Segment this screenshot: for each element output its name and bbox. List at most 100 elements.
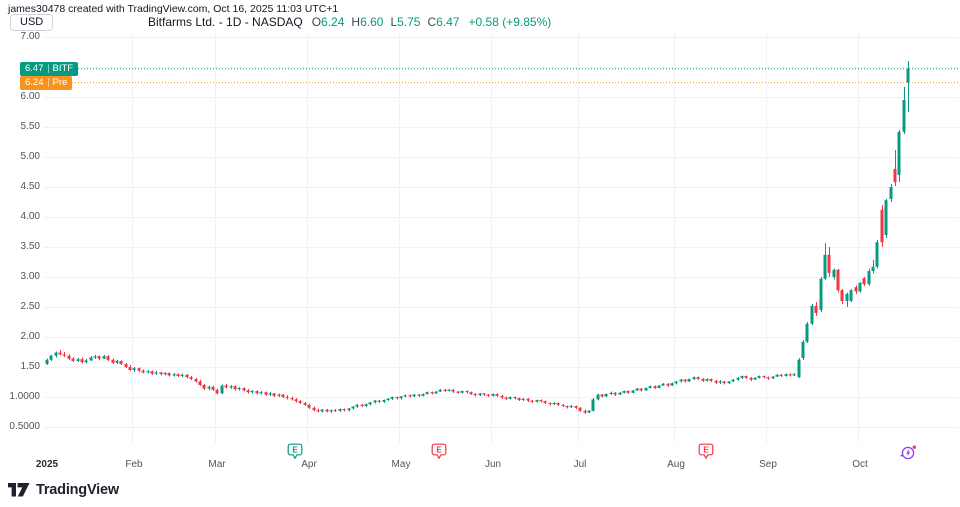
highlight-icon[interactable] — [899, 443, 917, 461]
candle-body[interactable] — [224, 385, 228, 388]
candle-body[interactable] — [583, 410, 587, 413]
candle-body[interactable] — [154, 372, 158, 374]
candle-body[interactable] — [351, 406, 355, 409]
candle-body[interactable] — [281, 394, 285, 397]
candle-body[interactable] — [307, 404, 311, 408]
candle-body[interactable] — [430, 392, 434, 394]
candle-body[interactable] — [653, 386, 657, 388]
candle-body[interactable] — [578, 407, 582, 411]
last-price-label[interactable]: 6.47 BITF — [20, 61, 79, 76]
candle-body[interactable] — [775, 374, 779, 377]
candle-body[interactable] — [194, 379, 198, 382]
candle-body[interactable] — [740, 376, 744, 378]
time-axis[interactable]: 2025 Feb Mar Apr May Jun Jul Aug Sep Oct — [0, 459, 960, 473]
candle-body[interactable] — [626, 391, 630, 393]
candle-body[interactable] — [189, 377, 193, 379]
candle-body[interactable] — [526, 398, 530, 401]
candle-body[interactable] — [779, 374, 783, 376]
candle-body[interactable] — [814, 305, 818, 313]
candle-body[interactable] — [714, 380, 718, 383]
candle-body[interactable] — [679, 379, 683, 382]
candle-body[interactable] — [893, 169, 897, 183]
candle-body[interactable] — [556, 403, 560, 405]
candle-body[interactable] — [329, 410, 333, 412]
candle-body[interactable] — [845, 293, 849, 301]
candle-body[interactable] — [771, 376, 775, 379]
candle-body[interactable] — [137, 368, 141, 371]
candle-body[interactable] — [250, 391, 254, 393]
candle-body[interactable] — [355, 404, 359, 407]
candle-body[interactable] — [486, 394, 490, 396]
candle-body[interactable] — [561, 404, 565, 406]
candle-body[interactable] — [666, 383, 670, 386]
candle-body[interactable] — [478, 393, 482, 396]
candle-body[interactable] — [325, 409, 329, 412]
candle-body[interactable] — [141, 370, 145, 373]
candle-body[interactable] — [71, 358, 75, 361]
candle-body[interactable] — [277, 394, 281, 396]
candle-body[interactable] — [657, 385, 661, 388]
candle-body[interactable] — [731, 379, 735, 382]
candle-body[interactable] — [535, 400, 539, 402]
candle-body[interactable] — [62, 354, 66, 356]
candle-body[interactable] — [862, 278, 866, 285]
earnings-icon[interactable]: E — [287, 443, 305, 461]
candle-body[interactable] — [687, 379, 691, 382]
candle-body[interactable] — [792, 374, 796, 376]
candle-body[interactable] — [727, 381, 731, 384]
candle-body[interactable] — [176, 374, 180, 376]
candle-body[interactable] — [696, 377, 700, 379]
candle-body[interactable] — [399, 396, 403, 399]
candle-body[interactable] — [574, 406, 578, 408]
candle-body[interactable] — [45, 359, 49, 364]
candle-body[interactable] — [465, 391, 469, 393]
candle-body[interactable] — [84, 360, 88, 363]
candle-body[interactable] — [220, 385, 224, 394]
candle-body[interactable] — [211, 386, 215, 390]
candle-body[interactable] — [797, 359, 801, 378]
candle-body[interactable] — [434, 391, 438, 394]
candle-body[interactable] — [198, 381, 202, 385]
candle-body[interactable] — [76, 359, 80, 361]
candle-body[interactable] — [491, 394, 495, 396]
candle-body[interactable] — [303, 403, 307, 405]
candle-body[interactable] — [884, 200, 888, 235]
candle-body[interactable] — [840, 290, 844, 301]
candle-body[interactable] — [320, 409, 324, 412]
candle-body[interactable] — [290, 398, 294, 400]
candle-body[interactable] — [111, 359, 115, 363]
candle-body[interactable] — [692, 377, 696, 379]
candle-body[interactable] — [106, 356, 110, 360]
candle-body[interactable] — [543, 401, 547, 403]
candle-body[interactable] — [618, 392, 622, 395]
candle-body[interactable] — [644, 388, 648, 391]
candle-body[interactable] — [54, 352, 58, 356]
candle-body[interactable] — [443, 389, 447, 391]
candle-body[interactable] — [631, 390, 635, 393]
candle-body[interactable] — [867, 271, 871, 285]
currency-badge[interactable]: USD — [10, 14, 54, 31]
earnings-icon[interactable]: E — [698, 443, 716, 461]
candle-body[interactable] — [386, 398, 390, 400]
candle-body[interactable] — [67, 355, 71, 359]
candle-body[interactable] — [408, 395, 412, 397]
candle-body[interactable] — [718, 381, 722, 383]
candle-body[interactable] — [836, 269, 840, 291]
candle-body[interactable] — [587, 410, 591, 413]
candle-body[interactable] — [854, 287, 858, 292]
candle-body[interactable] — [736, 377, 740, 380]
candle-body[interactable] — [596, 394, 600, 400]
tradingview-logo[interactable]: TradingView — [8, 482, 119, 498]
candle-body[interactable] — [456, 391, 460, 393]
candle-body[interactable] — [521, 398, 525, 400]
candle-body[interactable] — [425, 392, 429, 394]
earnings-icon[interactable]: E — [431, 443, 449, 461]
candle-body[interactable] — [906, 68, 910, 83]
candle-body[interactable] — [215, 389, 219, 394]
candle-body[interactable] — [875, 242, 879, 267]
candle-body[interactable] — [185, 374, 189, 378]
candle-body[interactable] — [889, 187, 893, 199]
candle-body[interactable] — [530, 400, 534, 402]
candle-body[interactable] — [762, 376, 766, 378]
candle-body[interactable] — [316, 410, 320, 412]
